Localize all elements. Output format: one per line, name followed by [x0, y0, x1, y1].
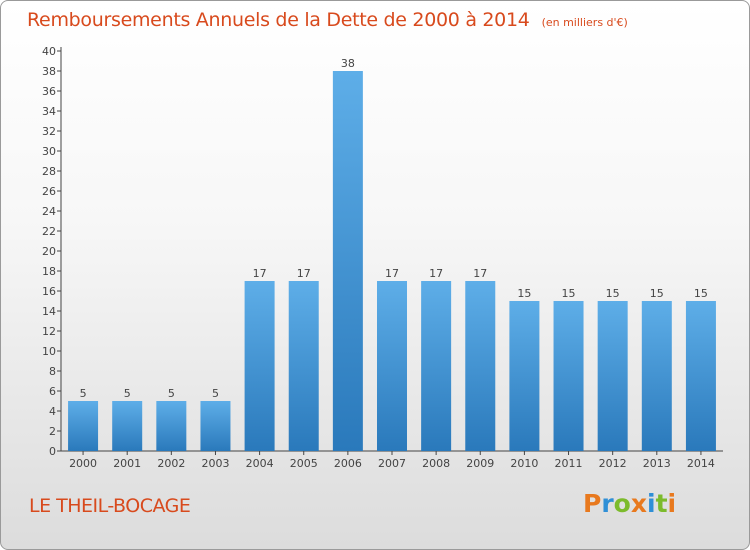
x-tick-label-2012: 2012 [599, 457, 627, 470]
chart-subtitle: (en milliers d'€) [541, 16, 628, 29]
y-tick-label: 18 [42, 265, 56, 278]
bar-2004 [244, 281, 275, 451]
value-label-2009: 17 [473, 267, 487, 280]
value-label-2005: 17 [297, 267, 311, 280]
value-label-2002: 5 [168, 387, 175, 400]
y-tick-label: 26 [42, 185, 56, 198]
x-tick-label-2007: 2007 [378, 457, 406, 470]
y-tick-label: 4 [49, 405, 56, 418]
bar-2010 [509, 301, 540, 451]
x-tick-label-2001: 2001 [113, 457, 141, 470]
bar-2005 [288, 281, 319, 451]
logo-letter: r [601, 489, 614, 518]
y-tick-label: 22 [42, 225, 56, 238]
value-label-2013: 15 [650, 287, 664, 300]
x-tick-label-2009: 2009 [466, 457, 494, 470]
y-tick-label: 32 [42, 125, 56, 138]
bar-2003 [200, 401, 231, 451]
value-label-2004: 17 [253, 267, 267, 280]
x-tick-label-2006: 2006 [334, 457, 362, 470]
x-tick-label-2008: 2008 [422, 457, 450, 470]
x-tick-label-2004: 2004 [246, 457, 274, 470]
logo-letter: P [583, 489, 602, 518]
chart-title: Remboursements Annuels de la Dette de 20… [27, 9, 530, 31]
value-label-2000: 5 [80, 387, 87, 400]
y-tick-label: 8 [49, 365, 56, 378]
logo-letter: t [655, 489, 668, 518]
bar-2014 [685, 301, 716, 451]
logo-letter: o [613, 489, 631, 518]
bar-2000 [68, 401, 99, 451]
value-label-2011: 15 [562, 287, 576, 300]
title-row: Remboursements Annuels de la Dette de 20… [27, 9, 628, 31]
y-tick-label: 16 [42, 285, 56, 298]
value-label-2008: 17 [429, 267, 443, 280]
y-tick-label: 40 [42, 45, 56, 58]
y-tick-label: 36 [42, 85, 56, 98]
value-label-2006: 38 [341, 57, 355, 70]
x-tick-label-2014: 2014 [687, 457, 715, 470]
logo-letter: x [630, 489, 647, 518]
x-tick-label-2002: 2002 [157, 457, 185, 470]
y-tick-label: 10 [42, 345, 56, 358]
bar-2001 [112, 401, 143, 451]
x-tick-label-2003: 2003 [201, 457, 229, 470]
bar-2013 [641, 301, 672, 451]
x-tick-label-2000: 2000 [69, 457, 97, 470]
y-tick-label: 30 [42, 145, 56, 158]
y-tick-label: 12 [42, 325, 56, 338]
bar-2002 [156, 401, 187, 451]
y-tick-label: 38 [42, 65, 56, 78]
bar-2008 [421, 281, 452, 451]
value-label-2012: 15 [606, 287, 620, 300]
y-tick-label: 0 [49, 445, 56, 458]
bar-2011 [553, 301, 584, 451]
y-tick-label: 6 [49, 385, 56, 398]
value-label-2007: 17 [385, 267, 399, 280]
value-label-2003: 5 [212, 387, 219, 400]
value-label-2010: 15 [517, 287, 531, 300]
y-tick-label: 20 [42, 245, 56, 258]
y-tick-label: 24 [42, 205, 56, 218]
y-tick-label: 14 [42, 305, 56, 318]
bar-2007 [377, 281, 407, 451]
bar-2012 [597, 301, 628, 451]
x-tick-label-2005: 2005 [290, 457, 318, 470]
commune-name: LE THEIL-BOCAGE [29, 495, 191, 517]
plot-area: 0246810121416182022242628303234363840520… [42, 45, 723, 470]
x-tick-label-2013: 2013 [643, 457, 671, 470]
y-tick-label: 28 [42, 165, 56, 178]
logo-letter: i [667, 489, 677, 518]
y-tick-label: 2 [49, 425, 56, 438]
bar-2009 [465, 281, 496, 451]
bar-2006 [332, 71, 363, 451]
y-tick-label: 34 [42, 105, 56, 118]
proxiti-logo[interactable]: Proxiti [583, 489, 676, 518]
value-label-2001: 5 [124, 387, 131, 400]
x-tick-label-2010: 2010 [510, 457, 538, 470]
value-label-2014: 15 [694, 287, 708, 300]
x-tick-label-2011: 2011 [555, 457, 583, 470]
logo-letter: i [647, 489, 656, 518]
